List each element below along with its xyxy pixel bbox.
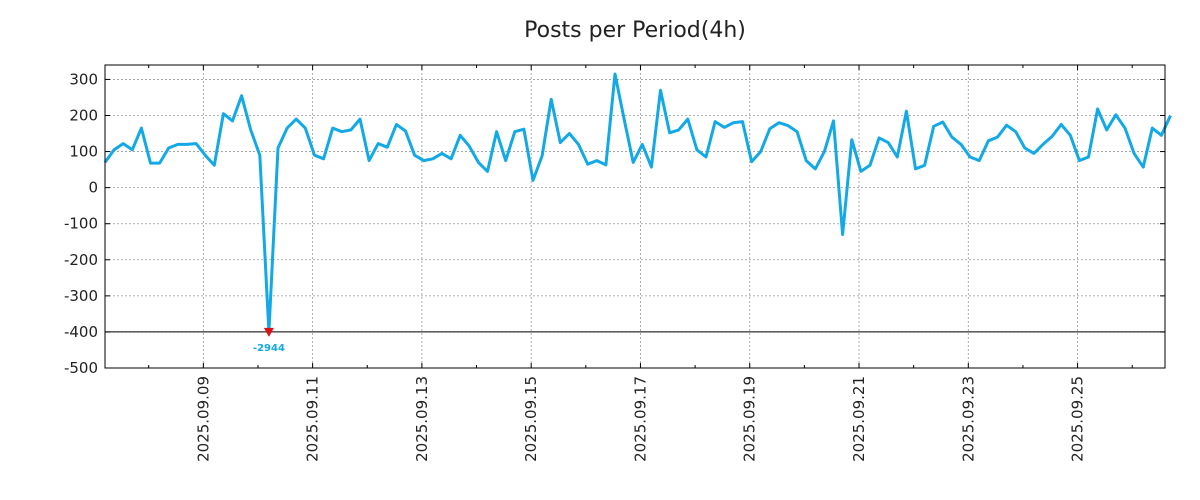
x-tick-label: 2025.09.19 [741,376,759,462]
x-tick-label: 2025.09.15 [522,376,540,462]
y-tick-label: -300 [64,287,98,305]
x-tick-label: 2025.09.21 [850,376,868,462]
y-tick-label: 200 [69,107,98,125]
series-line [103,72,1172,334]
x-tick-label: 2025.09.25 [1069,376,1087,462]
x-axis-ticks: 2025.09.09 2025.09.11 2025.09.13 2025.09.15… [148,65,1133,462]
y-tick-label: -400 [64,323,98,341]
y-tick-label: -500 [64,359,98,377]
x-tick-label: 2025.09.11 [304,376,322,462]
x-tick-label: 2025.09.23 [959,376,977,462]
y-tick-label: 300 [69,70,98,88]
y-tick-label: -200 [64,251,98,269]
annotation-layer: -2944 [253,327,285,354]
annotation-marker [263,327,274,337]
plot-frame [104,64,1166,369]
chart-title: Posts per Period(4h) [524,18,746,43]
annotation-label: -2944 [253,343,285,354]
y-tick-label: -100 [64,215,98,233]
x-tick-label: 2025.09.13 [413,376,431,462]
y-tick-label: 0 [88,179,98,197]
x-tick-label: 2025.09.17 [631,376,649,462]
x-tick-label: 2025.09.09 [194,376,212,462]
y-tick-label: 100 [69,143,98,161]
y-axis-ticks: 300 200 100 0 -100 -200 -300 -400 -500 [64,70,1165,377]
series-layer [103,72,1172,334]
